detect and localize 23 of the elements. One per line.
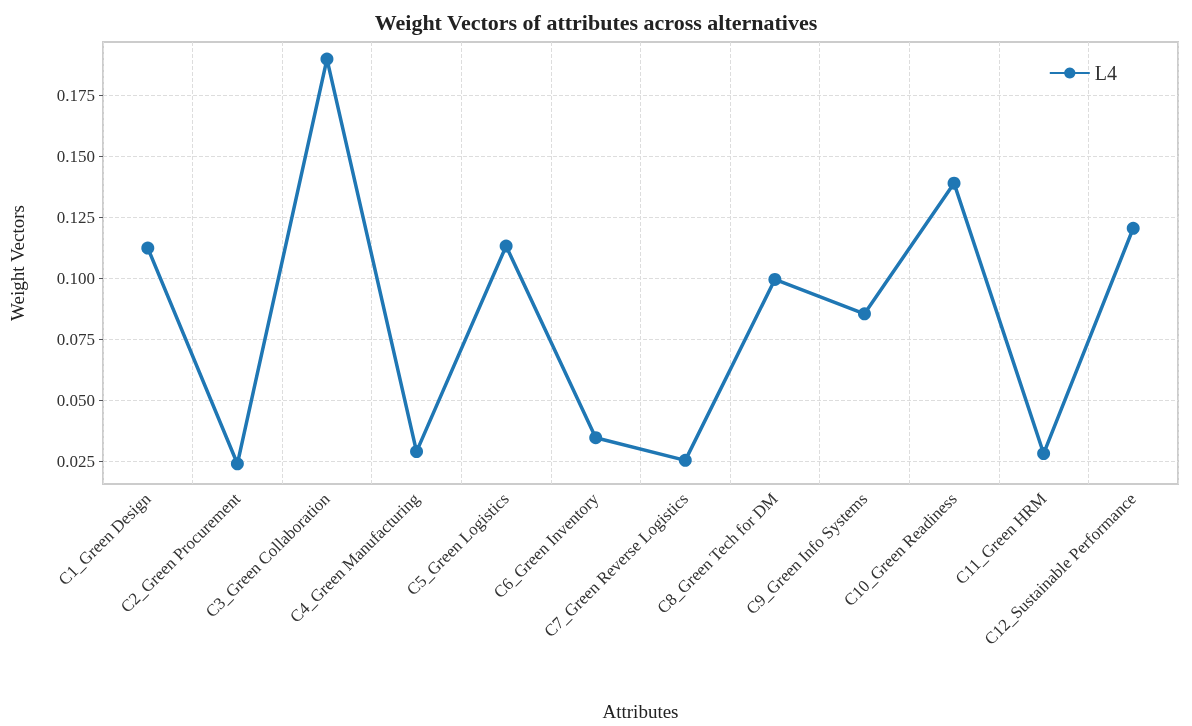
y-tick-label: 0.100 <box>56 268 95 288</box>
y-tick-label: 0.125 <box>56 208 95 228</box>
point <box>947 176 961 190</box>
point <box>141 241 155 255</box>
y-tick-label: 0.025 <box>56 451 95 471</box>
x-axis-title: Attributes <box>602 701 679 722</box>
point <box>410 445 424 459</box>
point <box>230 457 244 471</box>
point <box>589 431 603 445</box>
chart-title: Weight Vectors of attributes across alternatives <box>374 9 818 35</box>
point <box>1126 221 1140 235</box>
point <box>678 453 692 467</box>
point <box>320 52 334 66</box>
y-tick-label: 0.075 <box>56 329 95 349</box>
y-tick-label: 0.150 <box>56 147 95 167</box>
point <box>1037 447 1051 461</box>
y-tick-label: 0.175 <box>56 86 95 106</box>
y-axis-title: Weight Vectors <box>7 205 28 321</box>
y-tick-label: 0.050 <box>56 390 95 410</box>
point <box>857 307 871 321</box>
point <box>768 272 782 286</box>
legend-label: L4 <box>1094 62 1117 84</box>
point <box>499 239 513 253</box>
